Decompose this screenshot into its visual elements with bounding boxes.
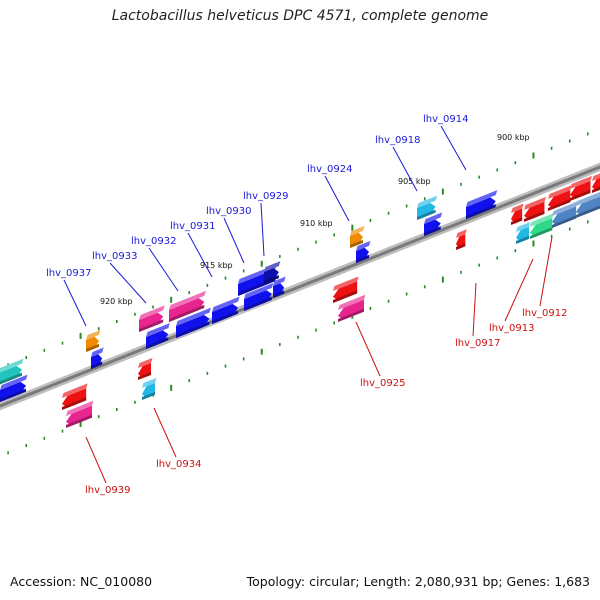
tick-label: 915 kbp xyxy=(200,261,233,270)
gene-block xyxy=(333,276,359,303)
gene-block xyxy=(570,175,592,201)
gene-block xyxy=(524,196,546,222)
gene-block xyxy=(338,294,366,322)
reverse-gene-label-text: lhv_0939 xyxy=(85,485,130,496)
reverse-gene-label-text: lhv_0934 xyxy=(156,459,201,470)
forward-gene-label: lhv_0933 xyxy=(92,251,147,304)
map-title: Lactobacillus helveticus DPC 4571, compl… xyxy=(111,8,489,24)
gene-block xyxy=(576,192,600,218)
gene-block xyxy=(273,276,286,298)
tick-label: 900 kbp xyxy=(497,133,530,142)
gene-block xyxy=(212,296,240,324)
gene-block xyxy=(66,400,94,428)
gene-block xyxy=(86,329,101,352)
forward-gene-label: lhv_0932 xyxy=(131,236,179,292)
reverse-gene-label: lhv_0917 xyxy=(455,282,500,349)
forward-gene-label-text: lhv_0930 xyxy=(206,206,251,217)
forward-gene-label: lhv_0924 xyxy=(307,164,352,222)
tick-label: 920 kbp xyxy=(100,297,133,306)
genome-backbone xyxy=(0,162,600,411)
forward-gene-label-text: lhv_0931 xyxy=(170,221,215,232)
reverse-gene-label: lhv_0912 xyxy=(522,236,567,319)
gene-block xyxy=(142,377,157,400)
forward-gene-label: lhv_0937 xyxy=(46,268,91,327)
tick-label: 905 kbp xyxy=(398,177,431,186)
forward-gene-label-text: lhv_0933 xyxy=(92,251,137,262)
forward-gene-label-text: lhv_0924 xyxy=(307,164,352,175)
reverse-gene-label-text: lhv_0913 xyxy=(489,323,534,334)
gene-block xyxy=(350,225,365,248)
gene-block xyxy=(356,240,371,263)
gene-block xyxy=(516,221,531,244)
forward-gene-label: lhv_0929 xyxy=(243,191,288,257)
gene-block xyxy=(139,305,165,332)
gene-block xyxy=(0,358,24,385)
reverse-gene-label-text: lhv_0917 xyxy=(455,338,500,349)
gene-block xyxy=(456,229,467,250)
topology-text: Topology: circular; Length: 2,080,931 bp… xyxy=(246,574,590,589)
forward-gene-label-text: lhv_0932 xyxy=(131,236,176,247)
gene-block xyxy=(552,201,578,228)
forward-gene-label-text: lhv_0937 xyxy=(46,268,91,279)
forward-gene-label-text: lhv_0929 xyxy=(243,191,288,202)
gene-block xyxy=(466,190,498,219)
gene-block xyxy=(91,347,104,369)
reverse-gene-label-text: lhv_0912 xyxy=(522,308,567,319)
reverse-gene-label: lhv_0939 xyxy=(85,436,130,496)
gene-block xyxy=(244,282,274,311)
gene-block xyxy=(0,374,28,402)
gene-block xyxy=(592,173,600,193)
forward-gene-label-text: lhv_0914 xyxy=(423,114,468,125)
reverse-gene-label: lhv_0925 xyxy=(355,321,405,389)
gene-block xyxy=(264,261,281,284)
accession-text: Accession: NC_010080 xyxy=(10,574,153,589)
gene-block xyxy=(138,357,153,380)
gene-block xyxy=(417,195,438,220)
outer-tick-ruler xyxy=(7,132,589,367)
gene-block xyxy=(146,323,170,349)
gene-block xyxy=(548,185,572,211)
reverse-gene-label-text: lhv_0925 xyxy=(360,378,405,389)
gene-block xyxy=(176,307,211,338)
forward-gene-label: lhv_0930 xyxy=(206,206,251,264)
forward-gene-label: lhv_0931 xyxy=(170,221,215,278)
reverse-gene-label: lhv_0934 xyxy=(153,407,201,470)
gene-block xyxy=(62,383,88,410)
gene-block xyxy=(424,212,443,236)
forward-gene-label-text: lhv_0918 xyxy=(375,135,420,146)
tick-label: 910 kbp xyxy=(300,219,333,228)
gene-block xyxy=(169,290,206,322)
gene-block xyxy=(511,203,524,225)
gene-block xyxy=(530,213,554,239)
reverse-gene-label: lhv_0913 xyxy=(489,258,534,334)
forward-gene-label: lhv_0918 xyxy=(375,135,420,192)
forward-gene-label: lhv_0914 xyxy=(423,114,468,171)
